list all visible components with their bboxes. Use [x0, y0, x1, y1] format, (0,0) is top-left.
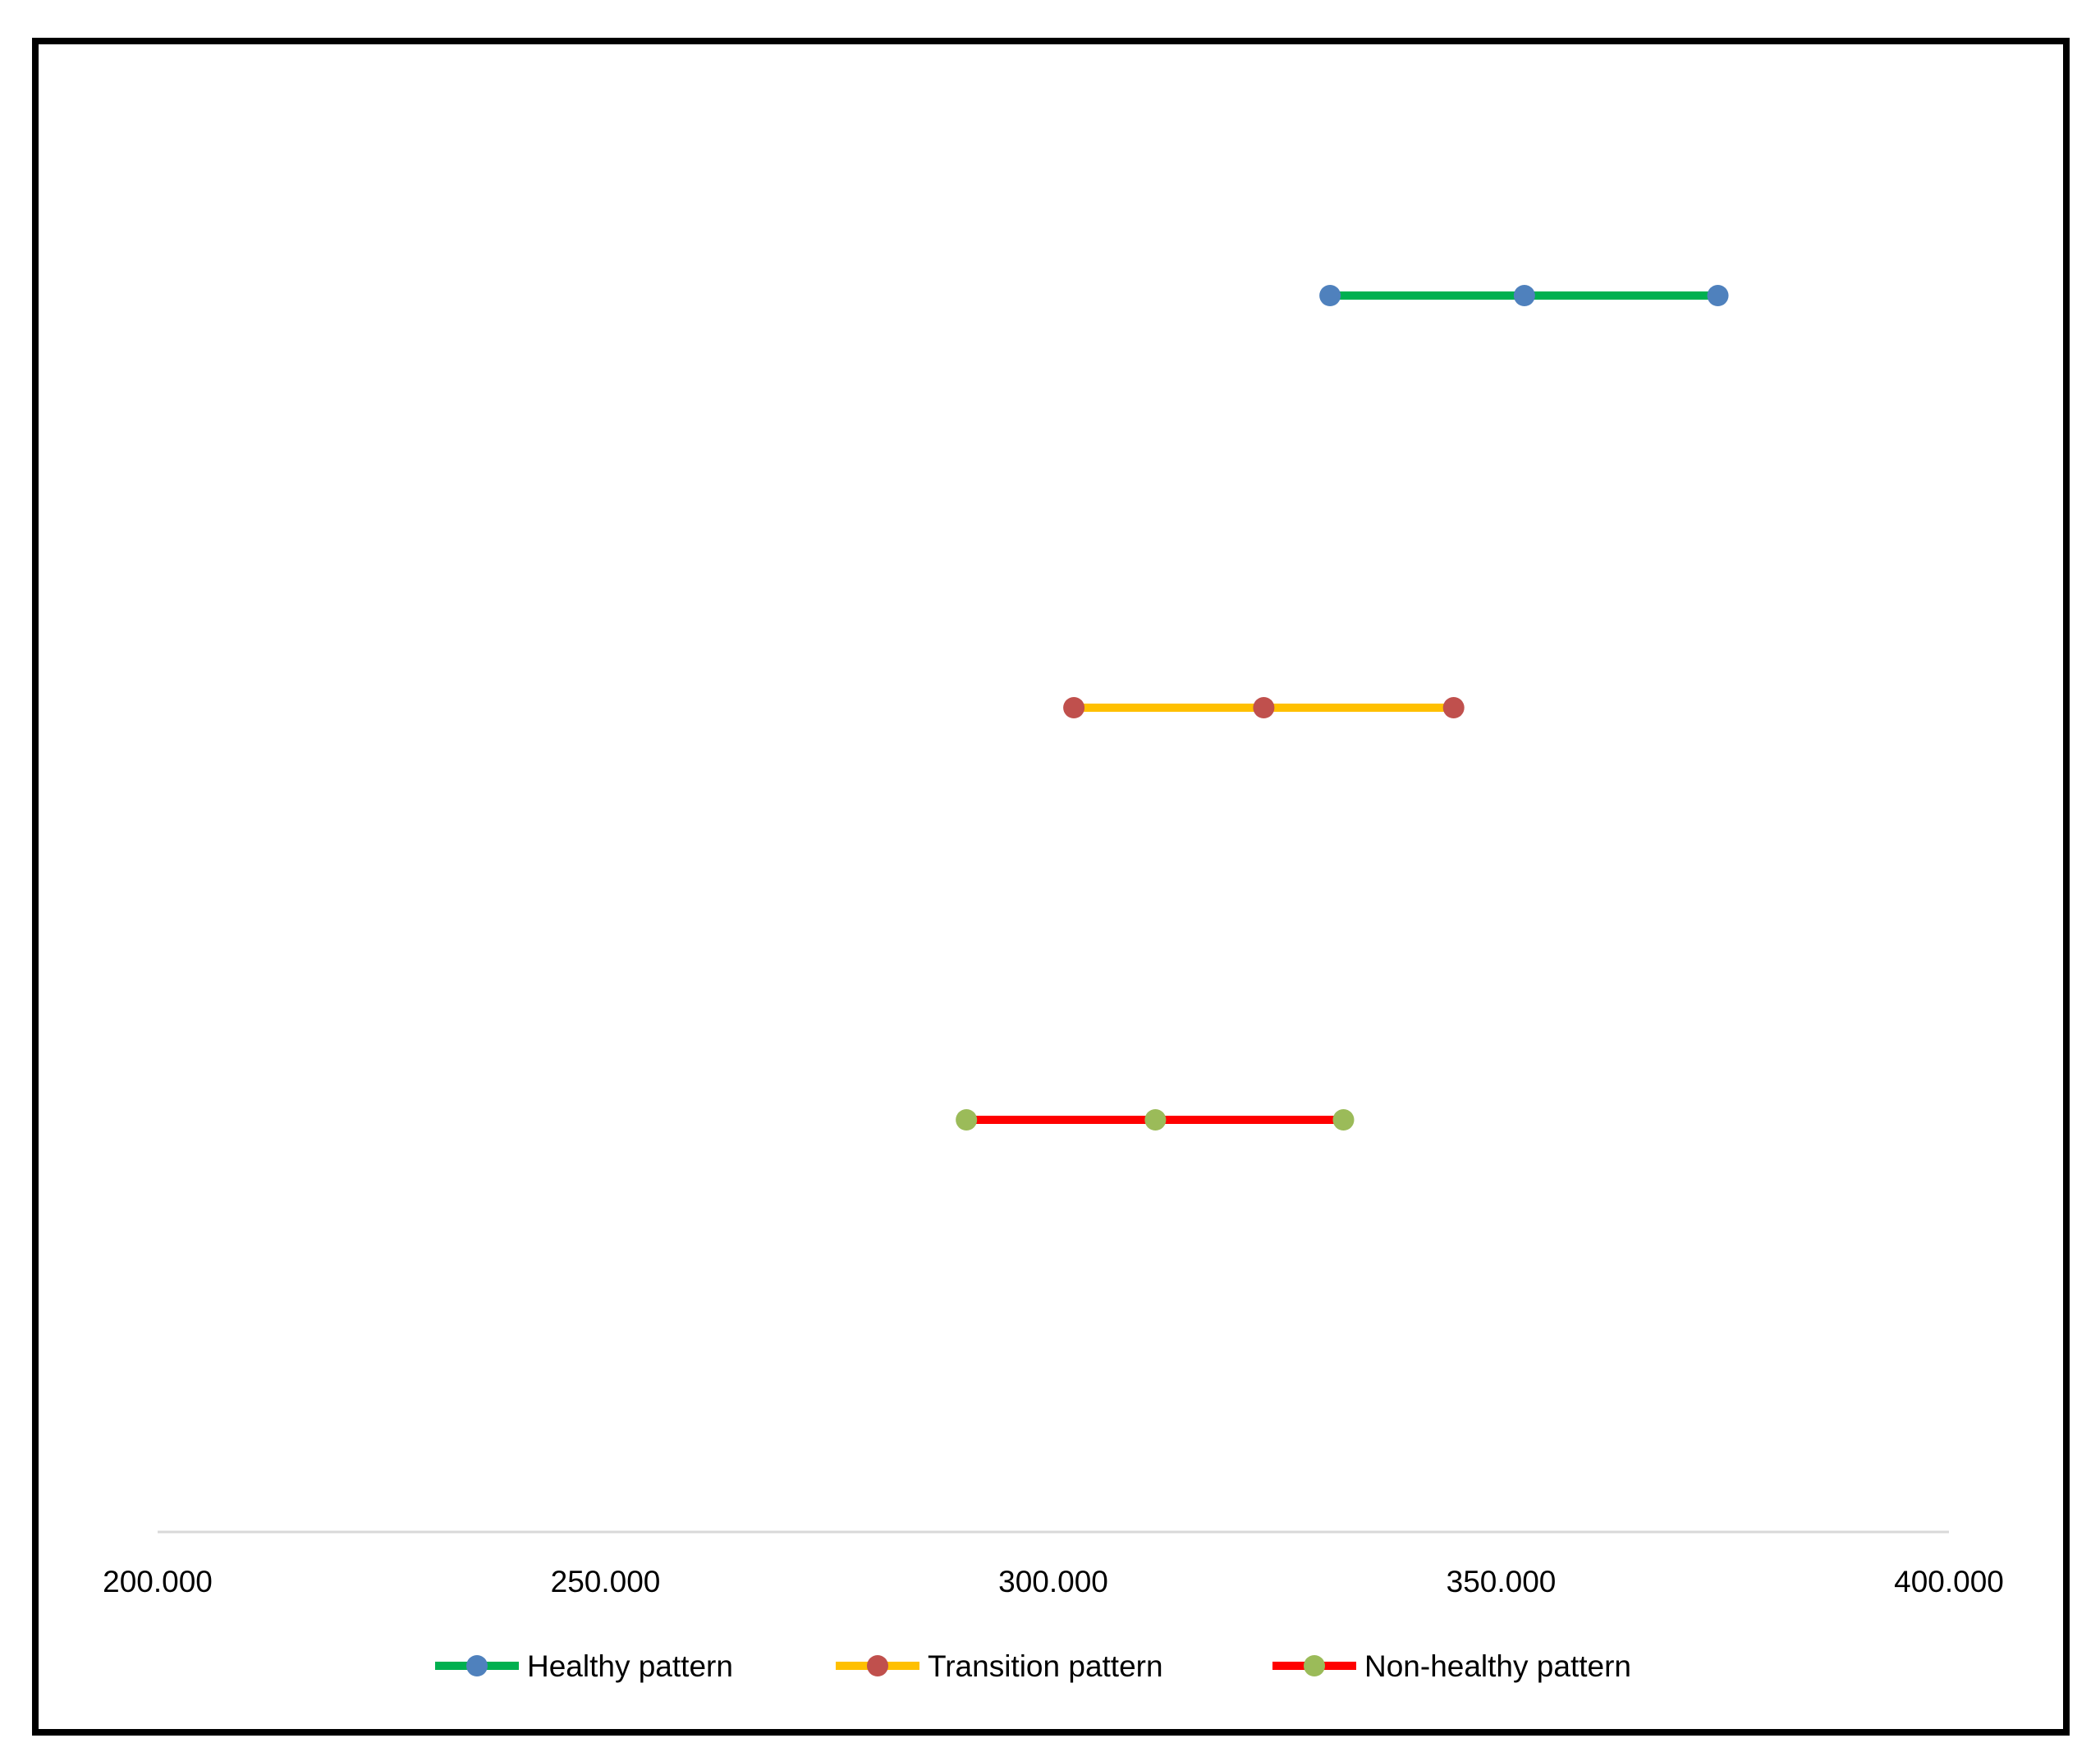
- x-tick-label: 250.000: [551, 1565, 661, 1598]
- series-1-point-2: [1513, 285, 1535, 306]
- x-tick-label: 300.000: [998, 1565, 1108, 1598]
- series-1-point-3: [1707, 285, 1729, 306]
- series-3: [956, 1109, 1355, 1131]
- legend-marker: [1304, 1655, 1325, 1676]
- legend-item-1: Healthy pattern: [435, 1649, 733, 1683]
- x-tick-label: 200.000: [103, 1565, 213, 1598]
- series-2: [1063, 697, 1465, 718]
- legend-label: Transition pattern: [928, 1649, 1163, 1683]
- legend-marker: [867, 1655, 888, 1676]
- x-tick-label: 400.000: [1894, 1565, 2004, 1598]
- legend-item-2: Transition pattern: [836, 1649, 1163, 1683]
- series-3-point-1: [956, 1109, 978, 1131]
- legend-marker: [466, 1655, 488, 1676]
- series-layer: [956, 285, 1729, 1131]
- legend: Healthy pattern Transition pattern Non-hea…: [435, 1649, 1631, 1683]
- legend-item-3: Non-healthy pattern: [1272, 1649, 1631, 1683]
- series-1-point-1: [1319, 285, 1341, 306]
- series-1: [1319, 285, 1729, 306]
- x-tick-label: 350.000: [1447, 1565, 1557, 1598]
- legend-label: Non-healthy pattern: [1364, 1649, 1631, 1683]
- series-3-point-2: [1144, 1109, 1167, 1131]
- x-tick-labels: 200.000 250.000 300.000 350.000 400.000: [103, 1565, 2004, 1598]
- series-2-point-2: [1253, 697, 1275, 718]
- series-3-point-3: [1332, 1109, 1355, 1131]
- series-2-point-1: [1063, 697, 1085, 718]
- legend-label: Healthy pattern: [527, 1649, 733, 1683]
- series-2-point-3: [1442, 697, 1465, 718]
- chart-frame: [32, 38, 2070, 1736]
